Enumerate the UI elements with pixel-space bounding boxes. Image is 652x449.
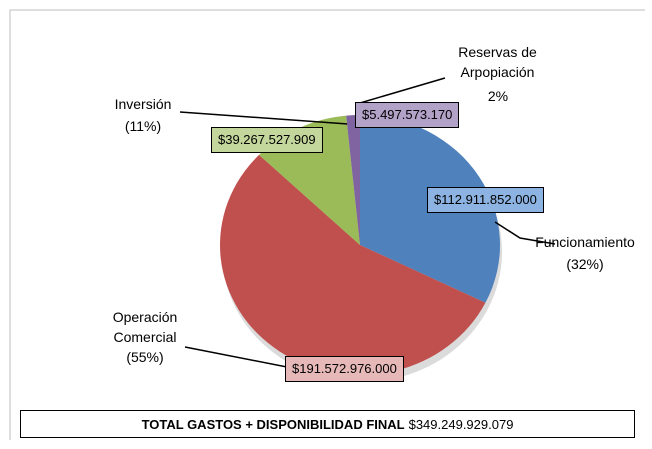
- value-label: $112.911.852.000: [427, 187, 544, 213]
- total-value: $349.249.929.079: [408, 416, 514, 432]
- value-label: $5.497.573.170: [355, 102, 460, 128]
- value-label: $39.267.527.909: [211, 127, 323, 153]
- slice-label: Operación Comercial: [112, 309, 178, 345]
- percent-label: (32%): [566, 256, 604, 272]
- pie-slice: [220, 154, 486, 375]
- leader-line: [184, 346, 293, 369]
- percent-label: 2%: [487, 88, 509, 104]
- slice-label: Inversión: [114, 96, 172, 112]
- pie-slice: [346, 115, 360, 245]
- frame: [9, 9, 645, 440]
- slice-label: Reservas de Arpopiación: [458, 44, 537, 80]
- total-label: TOTAL GASTOS + DISPONIBILIDAD FINAL: [141, 416, 405, 432]
- total-box: TOTAL GASTOS + DISPONIBILIDAD FINAL $349…: [20, 410, 635, 438]
- value-label: $191.572.976.000: [285, 356, 404, 382]
- slice-label: Funcionamiento: [535, 234, 635, 250]
- leader-line: [179, 111, 349, 125]
- percent-label: (55%): [126, 349, 164, 365]
- percent-label: (11%): [124, 118, 162, 134]
- leader-line: [494, 221, 556, 245]
- leader-line: [359, 77, 446, 104]
